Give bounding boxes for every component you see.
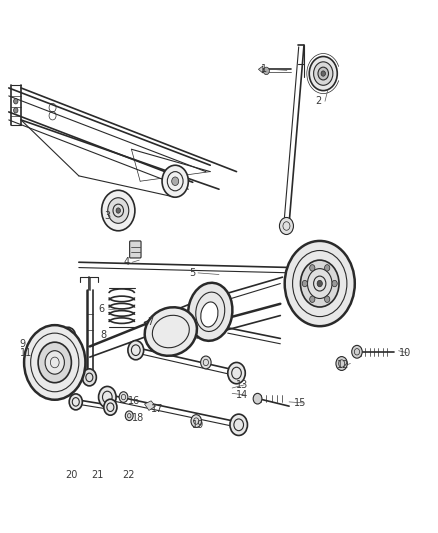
- Circle shape: [300, 260, 339, 307]
- Circle shape: [325, 265, 330, 271]
- Circle shape: [14, 99, 18, 104]
- Circle shape: [102, 190, 135, 231]
- Circle shape: [172, 177, 179, 185]
- Text: 6: 6: [99, 304, 105, 314]
- Text: 7: 7: [147, 318, 153, 327]
- Text: 13: 13: [236, 380, 248, 390]
- Circle shape: [307, 269, 332, 298]
- Circle shape: [253, 393, 262, 404]
- Text: 9: 9: [20, 339, 26, 349]
- Text: 1: 1: [261, 64, 267, 74]
- Circle shape: [66, 335, 70, 339]
- Text: 10: 10: [399, 348, 411, 358]
- Circle shape: [310, 265, 315, 271]
- Ellipse shape: [201, 302, 218, 327]
- Circle shape: [45, 351, 64, 374]
- Circle shape: [201, 356, 211, 369]
- Circle shape: [302, 280, 307, 287]
- Circle shape: [310, 296, 315, 302]
- FancyBboxPatch shape: [130, 241, 141, 258]
- Circle shape: [69, 394, 82, 410]
- Circle shape: [279, 217, 293, 235]
- Circle shape: [309, 56, 337, 91]
- Circle shape: [336, 357, 347, 370]
- Circle shape: [314, 62, 333, 85]
- Text: 3: 3: [104, 211, 110, 221]
- Text: 17: 17: [151, 404, 163, 414]
- Text: 19: 19: [192, 420, 204, 430]
- Text: 22: 22: [123, 471, 135, 480]
- Ellipse shape: [188, 283, 233, 341]
- Circle shape: [162, 165, 188, 197]
- Circle shape: [325, 296, 330, 302]
- Circle shape: [116, 208, 120, 213]
- Text: 14: 14: [236, 390, 248, 400]
- Circle shape: [104, 399, 117, 415]
- Text: 8: 8: [101, 330, 107, 340]
- Circle shape: [332, 280, 337, 287]
- Circle shape: [191, 415, 201, 427]
- Circle shape: [228, 362, 245, 384]
- Circle shape: [263, 67, 269, 75]
- Circle shape: [24, 325, 85, 400]
- Text: 2: 2: [315, 96, 321, 106]
- Circle shape: [318, 67, 328, 80]
- Ellipse shape: [145, 307, 197, 356]
- Circle shape: [352, 345, 362, 358]
- Circle shape: [321, 71, 325, 76]
- Text: 16: 16: [128, 396, 140, 406]
- Polygon shape: [145, 401, 155, 410]
- Circle shape: [230, 414, 247, 435]
- Circle shape: [285, 241, 355, 326]
- Circle shape: [317, 280, 322, 287]
- Polygon shape: [258, 66, 263, 73]
- Text: 5: 5: [189, 268, 195, 278]
- Circle shape: [128, 341, 144, 360]
- Circle shape: [38, 342, 71, 383]
- Circle shape: [82, 369, 96, 386]
- Text: 20: 20: [65, 471, 77, 480]
- Circle shape: [125, 411, 133, 421]
- Text: 11: 11: [20, 349, 32, 358]
- Circle shape: [119, 392, 128, 402]
- Text: 15: 15: [294, 398, 307, 408]
- Text: 18: 18: [132, 413, 145, 423]
- Text: 12: 12: [337, 360, 350, 370]
- Text: 4: 4: [124, 257, 130, 267]
- Circle shape: [99, 386, 116, 408]
- Circle shape: [14, 108, 18, 113]
- Circle shape: [108, 198, 129, 223]
- Text: 21: 21: [91, 471, 103, 480]
- Circle shape: [60, 327, 76, 346]
